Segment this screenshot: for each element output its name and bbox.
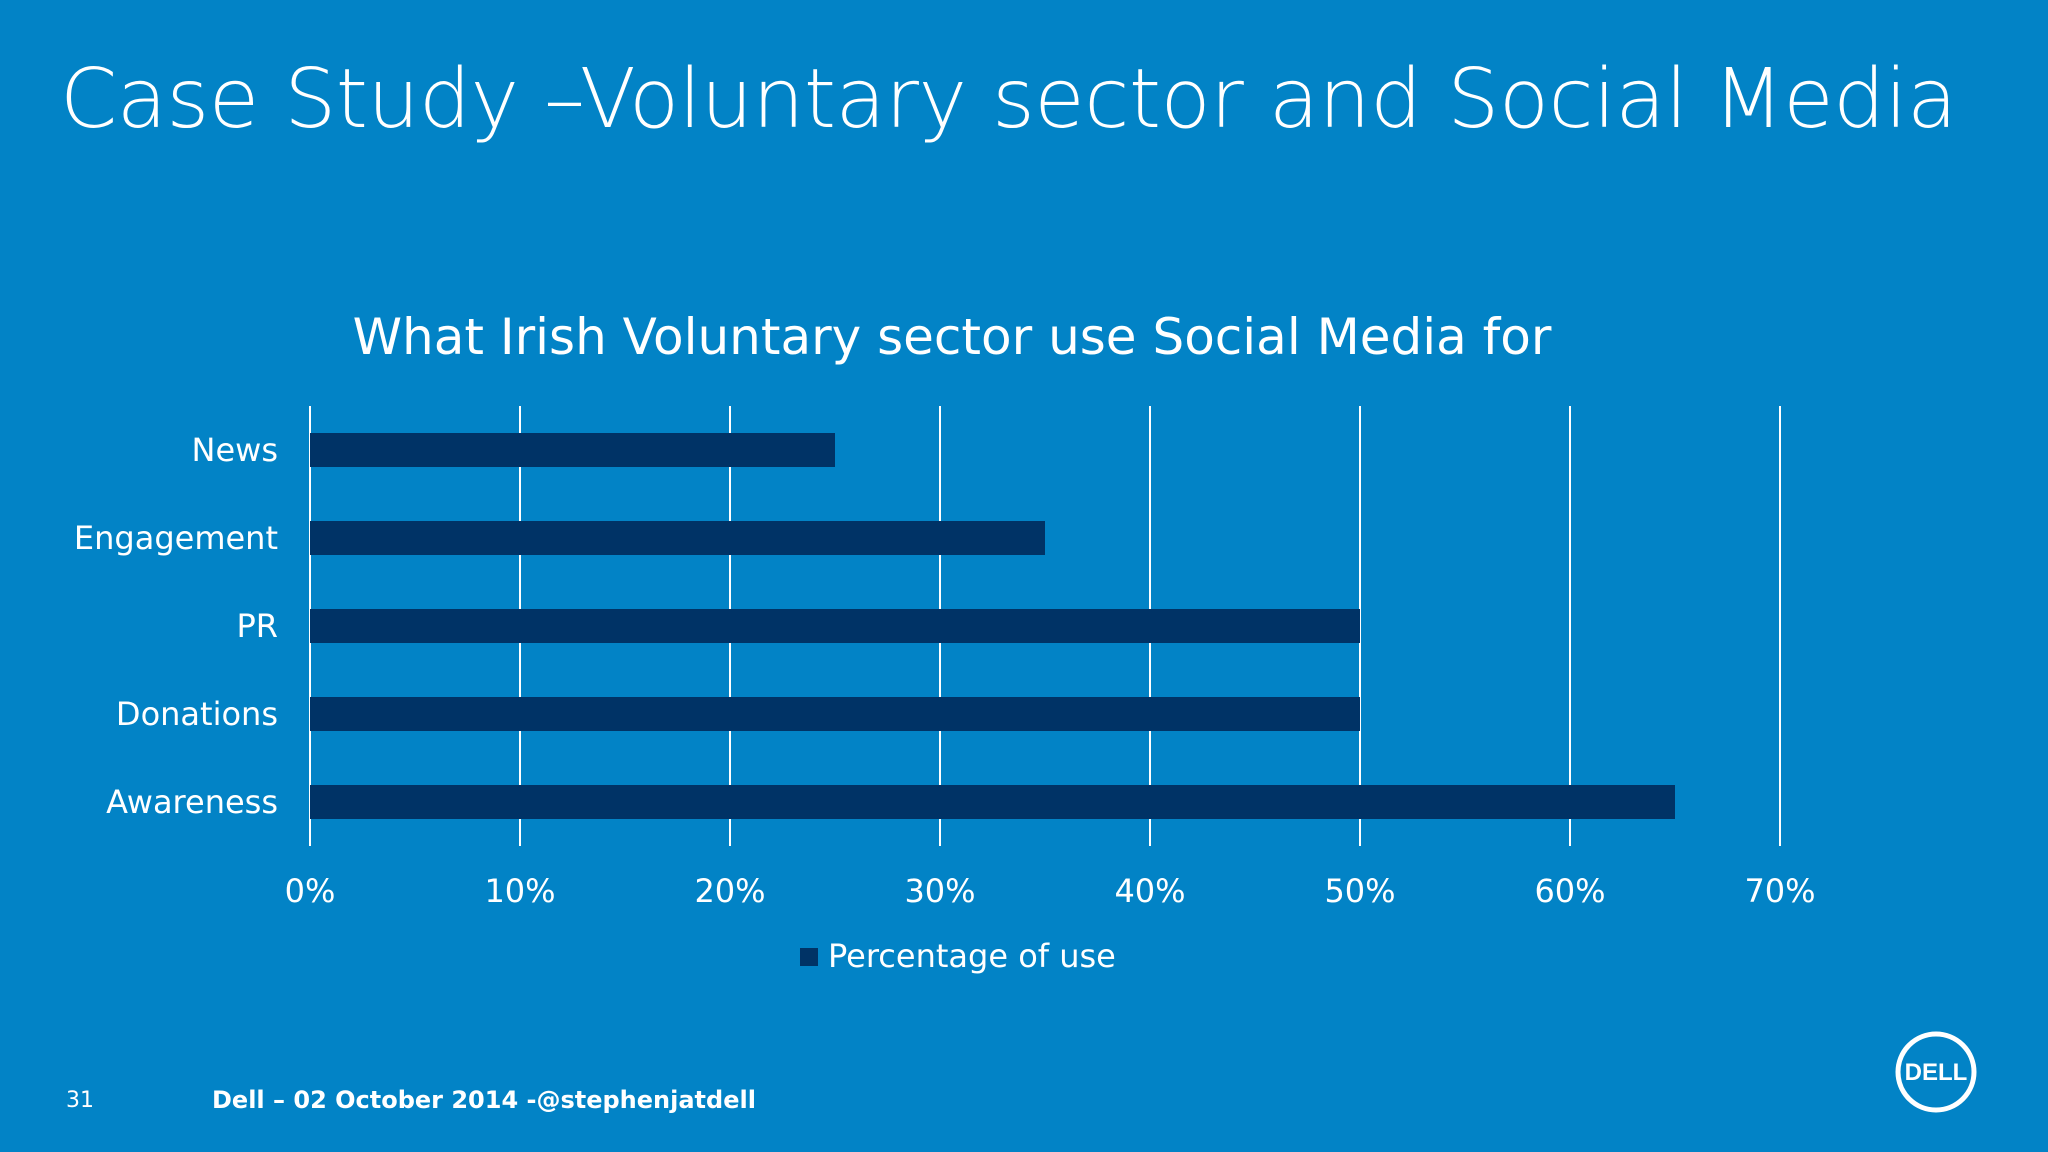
legend-label: Percentage of use [828, 937, 1116, 975]
dell-logo-icon: DELL [1895, 1031, 1977, 1113]
x-tick-label: 10% [484, 872, 555, 910]
category-label: Donations [116, 695, 278, 733]
bar [310, 785, 1675, 819]
x-tick-label: 20% [694, 872, 765, 910]
x-tick-label: 30% [904, 872, 975, 910]
x-tick-label: 40% [1114, 872, 1185, 910]
legend-swatch [800, 948, 818, 966]
category-label: News [192, 431, 278, 469]
logo-text: DELL [1905, 1059, 1968, 1086]
x-tick-label: 60% [1534, 872, 1605, 910]
x-tick-label: 70% [1744, 872, 1815, 910]
page-number: 31 [66, 1088, 94, 1113]
bar [310, 521, 1045, 555]
bar [310, 697, 1360, 731]
slide-title: Case Study –Voluntary sector and Social … [60, 52, 1957, 147]
category-label: Engagement [74, 519, 278, 557]
chart-title: What Irish Voluntary sector use Social M… [353, 308, 1552, 366]
bar [310, 433, 835, 467]
bar [310, 609, 1360, 643]
x-tick-label: 50% [1324, 872, 1395, 910]
footer-text: Dell – 02 October 2014 -@stephenjatdell [212, 1086, 756, 1114]
category-label: Awareness [106, 783, 278, 821]
category-label: PR [236, 607, 278, 645]
x-tick-label: 0% [285, 872, 336, 910]
